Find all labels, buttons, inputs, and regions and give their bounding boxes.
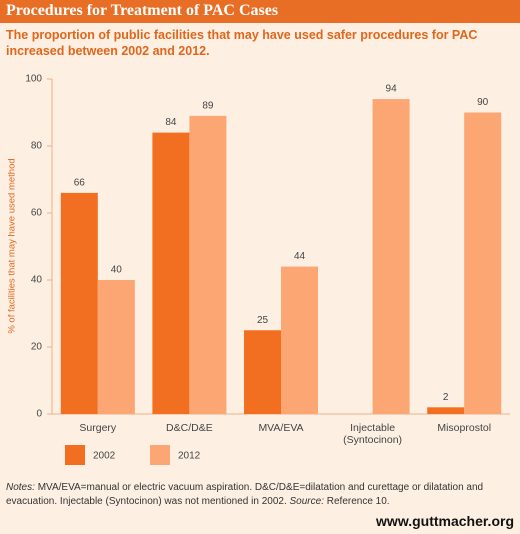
legend-swatch xyxy=(65,445,85,465)
value-label: 2 xyxy=(443,392,449,403)
y-tick-label: 80 xyxy=(31,141,43,152)
notes-label: Notes: xyxy=(6,482,35,493)
legend-label: 2002 xyxy=(93,451,116,462)
bar xyxy=(281,266,318,414)
value-label: 89 xyxy=(202,100,214,111)
y-tick-label: 20 xyxy=(31,342,43,353)
bar xyxy=(97,280,135,414)
bar xyxy=(427,407,465,414)
x-tick-label: Misoprostol xyxy=(437,422,492,434)
bar xyxy=(372,99,410,414)
value-label: 94 xyxy=(386,84,398,95)
source-text: Reference 10. xyxy=(326,496,390,507)
bar xyxy=(189,115,227,414)
y-axis-label: % of facilities that may have used metho… xyxy=(7,158,18,333)
y-tick-label: 60 xyxy=(31,208,43,219)
bar xyxy=(60,192,98,414)
bar xyxy=(464,112,502,414)
value-label: 25 xyxy=(257,315,269,326)
x-tick-label: Surgery xyxy=(79,422,117,434)
y-tick-label: 100 xyxy=(25,74,42,85)
title: Procedures for Treatment of PAC Cases xyxy=(6,2,279,19)
y-tick-label: 40 xyxy=(31,275,43,286)
x-tick-label: MVA/EVA xyxy=(258,422,304,434)
x-tick-label: D&C/D&E xyxy=(166,422,213,434)
value-label: 90 xyxy=(477,97,489,108)
value-label: 84 xyxy=(165,117,177,128)
legend-swatch xyxy=(150,445,170,465)
bar xyxy=(152,132,190,414)
value-label: 40 xyxy=(111,265,123,276)
title-bar xyxy=(0,0,520,23)
legend-label: 2012 xyxy=(178,451,201,462)
value-label: 66 xyxy=(74,178,86,189)
bar xyxy=(244,330,281,414)
notes-text: MVA/EVA=manual or electric vacuum aspira… xyxy=(6,482,484,507)
x-tick-label: Injectable (Syntocinon) xyxy=(343,422,403,446)
value-label: 44 xyxy=(294,251,306,262)
subtitle: The proportion of public facilities that… xyxy=(6,28,478,58)
notes: Notes: MVA/EVA=manual or electric vacuum… xyxy=(6,481,511,509)
footer: www.guttmacher.org xyxy=(376,513,514,529)
source-label: Source: xyxy=(289,496,324,507)
y-tick-label: 0 xyxy=(36,409,42,420)
